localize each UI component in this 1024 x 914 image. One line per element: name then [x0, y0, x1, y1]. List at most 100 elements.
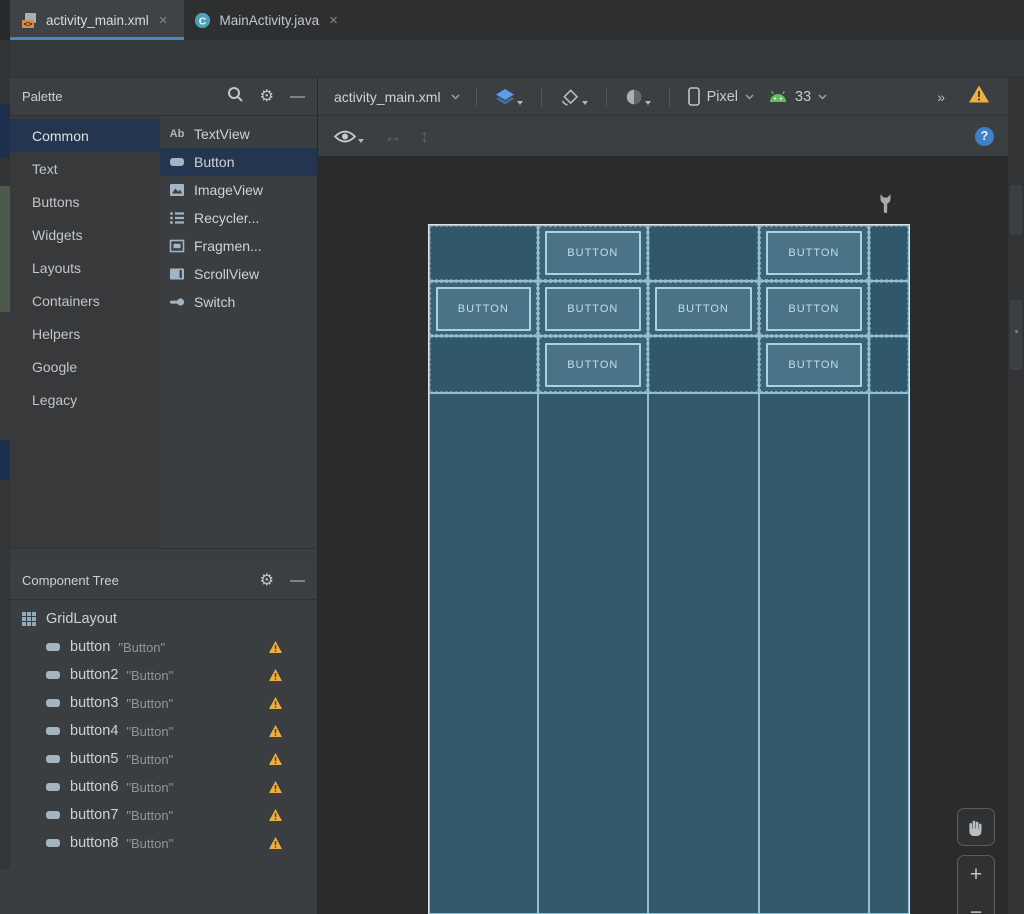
- tree-item-id: button3: [70, 695, 118, 711]
- design-surface-selector[interactable]: [493, 86, 525, 108]
- tree-item-button[interactable]: button6 "Button": [10, 773, 317, 801]
- chevron-down-icon: [451, 94, 460, 100]
- minimize-icon[interactable]: —: [290, 88, 305, 105]
- tree-item-text: "Button": [126, 808, 173, 823]
- grid-cell[interactable]: [648, 225, 759, 281]
- editor-tab[interactable]: C MainActivity.java ×: [184, 0, 354, 40]
- grid-cell[interactable]: [429, 225, 538, 281]
- layout-file-selector[interactable]: activity_main.xml: [334, 89, 441, 105]
- palette-item[interactable]: ScrollView: [160, 260, 317, 288]
- tree-item-button[interactable]: button5 "Button": [10, 745, 317, 773]
- palette-category[interactable]: Buttons: [10, 185, 160, 218]
- horizontal-resize-icon[interactable]: ↔: [384, 126, 402, 147]
- canvas-button[interactable]: BUTTON: [655, 287, 752, 331]
- grid-cell[interactable]: BUTTON: [538, 225, 649, 281]
- wrench-icon[interactable]: [878, 192, 893, 225]
- palette-category[interactable]: Helpers: [10, 317, 160, 350]
- grid-cell[interactable]: BUTTON: [648, 281, 759, 336]
- grid-cell[interactable]: BUTTON: [759, 281, 870, 336]
- theme-selector[interactable]: [623, 86, 653, 108]
- zoom-controls: + −: [957, 855, 995, 914]
- canvas-button[interactable]: BUTTON: [545, 231, 642, 275]
- grid-cell[interactable]: BUTTON: [759, 336, 870, 393]
- tree-item-button[interactable]: button "Button": [10, 633, 317, 661]
- palette-item[interactable]: Button: [160, 148, 317, 176]
- gear-icon[interactable]: ⚙: [260, 89, 274, 105]
- vertical-resize-icon[interactable]: ↕: [420, 126, 429, 147]
- pan-button[interactable]: [957, 808, 995, 846]
- tree-item-button[interactable]: button8 "Button": [10, 829, 317, 857]
- tree-item-text: "Button": [126, 836, 173, 851]
- palette-items: Ab TextView Button ImageView: [160, 116, 317, 548]
- tree-item-button[interactable]: button3 "Button": [10, 689, 317, 717]
- design-area: activity_main.xml Pixel: [318, 78, 1008, 914]
- palette-category[interactable]: Legacy: [10, 383, 160, 416]
- tool-stripe-button[interactable]: [1010, 185, 1022, 235]
- palette-item[interactable]: Switch: [160, 288, 317, 316]
- component-tree: GridLayout button "Button" button2 "Butt…: [10, 600, 317, 914]
- grid-cell[interactable]: [869, 281, 909, 336]
- button-icon: [44, 806, 62, 824]
- palette-category[interactable]: Common: [10, 119, 160, 152]
- canvas-button[interactable]: BUTTON: [436, 287, 531, 331]
- view-options-button[interactable]: [332, 127, 366, 146]
- minimize-icon[interactable]: —: [290, 572, 305, 589]
- palette-item[interactable]: Ab TextView: [160, 120, 317, 148]
- grid-cell[interactable]: BUTTON: [538, 281, 649, 336]
- editor-tab[interactable]: <> activity_main.xml ×: [10, 0, 184, 40]
- tree-item-gridlayout[interactable]: GridLayout: [10, 605, 317, 633]
- tree-item-button[interactable]: button7 "Button": [10, 801, 317, 829]
- warning-icon: [268, 836, 283, 850]
- grid-cell[interactable]: [538, 393, 649, 914]
- canvas-button[interactable]: BUTTON: [766, 231, 863, 275]
- zoom-in-button[interactable]: +: [958, 856, 994, 894]
- close-icon[interactable]: ×: [157, 12, 170, 29]
- palette-item[interactable]: Fragmen...: [160, 232, 317, 260]
- search-icon[interactable]: [227, 86, 244, 108]
- canvas-button[interactable]: BUTTON: [766, 343, 863, 387]
- grid-cell[interactable]: [429, 393, 538, 914]
- tree-item-id: button4: [70, 723, 118, 739]
- grid-cell[interactable]: BUTTON: [429, 281, 538, 336]
- zoom-out-button[interactable]: −: [958, 894, 994, 914]
- orientation-selector[interactable]: [558, 86, 590, 108]
- grid-cell[interactable]: [869, 336, 909, 393]
- toolbar-overflow-button[interactable]: »: [937, 89, 946, 105]
- palette-categories: Common Text Buttons Widgets: [10, 116, 160, 548]
- layers-icon: [495, 88, 515, 106]
- grid-cell[interactable]: [759, 393, 870, 914]
- close-icon[interactable]: ×: [327, 12, 340, 29]
- view-options-toolbar: ↔ ↕ ?: [318, 116, 1008, 156]
- palette-category[interactable]: Containers: [10, 284, 160, 317]
- tool-stripe-button[interactable]: [1010, 300, 1022, 370]
- tree-item-text: "Button": [126, 724, 173, 739]
- tree-item-button[interactable]: button2 "Button": [10, 661, 317, 689]
- tree-item-id: button: [70, 639, 110, 655]
- grid-cell[interactable]: BUTTON: [759, 225, 870, 281]
- grid-cell[interactable]: [869, 393, 909, 914]
- grid-cell[interactable]: [429, 336, 538, 393]
- grid-cell[interactable]: [869, 225, 909, 281]
- canvas-button[interactable]: BUTTON: [766, 287, 863, 331]
- hand-icon: [966, 817, 986, 837]
- tree-item-button[interactable]: button4 "Button": [10, 717, 317, 745]
- palette-item[interactable]: ImageView: [160, 176, 317, 204]
- palette-category[interactable]: Text: [10, 152, 160, 185]
- button-icon: [44, 834, 62, 852]
- gear-icon[interactable]: ⚙: [260, 573, 274, 589]
- device-selector[interactable]: Pixel: [686, 85, 756, 108]
- canvas-button[interactable]: BUTTON: [545, 343, 642, 387]
- grid-cell[interactable]: BUTTON: [538, 336, 649, 393]
- grid-cell[interactable]: [648, 336, 759, 393]
- design-canvas[interactable]: BUTTON BUTTON BUTTON BUTTON BUTTON BUTTON BUTT…: [318, 156, 1008, 914]
- palette-category[interactable]: Widgets: [10, 218, 160, 251]
- grid-cell[interactable]: [648, 393, 759, 914]
- palette-category[interactable]: Layouts: [10, 251, 160, 284]
- api-level-selector[interactable]: 33: [766, 87, 829, 107]
- tree-item-text: "Button": [126, 752, 173, 767]
- palette-item[interactable]: Recycler...: [160, 204, 317, 232]
- help-button[interactable]: ?: [975, 127, 994, 146]
- warning-indicator[interactable]: [968, 84, 990, 109]
- canvas-button[interactable]: BUTTON: [545, 287, 642, 331]
- palette-category[interactable]: Google: [10, 350, 160, 383]
